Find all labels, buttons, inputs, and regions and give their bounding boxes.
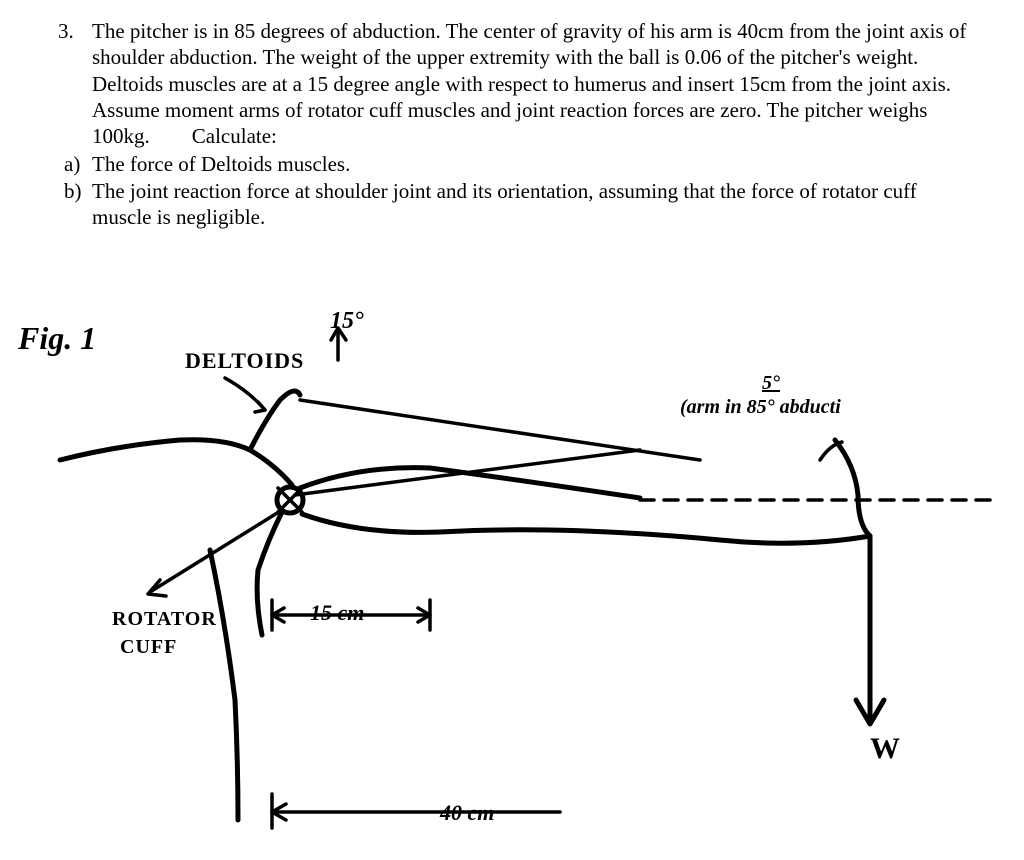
- figure-caption: Fig. 1: [18, 320, 96, 357]
- subpart-b-text: The joint reaction force at shoulder joi…: [92, 179, 917, 229]
- figure-svg: [0, 300, 1024, 860]
- rotator-label: ROTATOR: [112, 608, 217, 631]
- subpart-a-text: The force of Deltoids muscles.: [92, 152, 350, 176]
- deltoid-to-joint: [250, 450, 292, 485]
- arm-abduction-label: (arm in 85° abducti: [680, 396, 841, 419]
- figure-1: Fig. 1 DELTOIDS 15° 5° (arm in 85° abduc…: [0, 300, 1024, 860]
- subpart-b-letter: b): [64, 178, 82, 204]
- deltoids-label: DELTOIDS: [185, 348, 304, 374]
- hand-curve: [835, 440, 870, 536]
- humerus-lower-outline: [302, 514, 870, 543]
- question-number: 3.: [58, 18, 74, 44]
- arm-tilt-5-label: 5°: [762, 372, 780, 395]
- dim-15cm-label: 15 cm: [310, 600, 364, 626]
- problem-block: 3. The pitcher is in 85 degrees of abduc…: [60, 18, 980, 230]
- hand-top-tick: [820, 442, 842, 460]
- subpart-a: a) The force of Deltoids muscles.: [60, 151, 980, 177]
- dim-40cm-label: 40 cm: [440, 800, 494, 826]
- question-body: The pitcher is in 85 degrees of abductio…: [92, 18, 980, 149]
- weight-label: W: [870, 732, 900, 766]
- deltoid-pointer-head: [255, 402, 265, 412]
- dim-40cm-line: [272, 794, 560, 828]
- subpart-a-letter: a): [64, 151, 80, 177]
- subpart-b: b) The joint reaction force at shoulder …: [60, 178, 980, 231]
- cuff-label: CUFF: [120, 636, 177, 659]
- shoulder-top-contour: [60, 440, 250, 460]
- angle-15-label: 15°: [330, 308, 364, 335]
- subparts: a) The force of Deltoids muscles. b) The…: [60, 151, 980, 230]
- torso-left-curve: [210, 550, 238, 820]
